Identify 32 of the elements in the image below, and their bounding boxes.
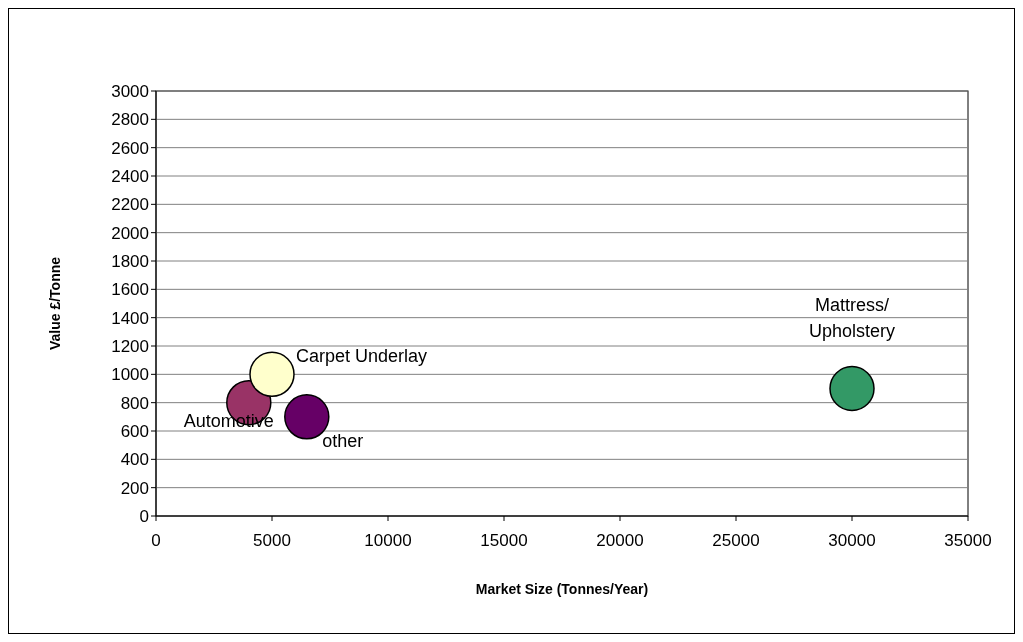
y-tick-label: 200 [120,478,149,498]
y-tick-label: 1000 [111,365,149,385]
point [829,365,875,412]
y-tick-label: 2800 [111,110,149,130]
y-tick-label: 400 [120,450,149,470]
y-tick-label: 1600 [111,280,149,300]
x-tick-label: 20000 [596,531,644,550]
x-tick-label: 10000 [364,531,412,550]
y-tick-label: 800 [120,393,149,413]
y-tick-label: 1800 [111,251,149,271]
y-tick-label: 0 [139,506,149,526]
y-tick-label: 2400 [111,166,149,186]
x-tick-label: 25000 [712,531,760,550]
x-tick-label: 15000 [480,531,528,550]
y-tick-label: 1400 [111,308,149,328]
point [249,351,295,398]
y-tick-label: 3000 [111,81,149,101]
x-tick-label: 0 [151,531,161,550]
text: Mattress/ Upholstery [808,294,896,341]
series-label: Carpet Underlay [296,346,428,367]
x-axis-title: Market Size (Tonnes/Year) [475,581,649,597]
y-tick-label: 1200 [111,336,149,356]
y-tick-label: 2000 [111,223,149,243]
series-label: other [322,430,364,451]
x-tick-label: 30000 [828,531,876,550]
y-tick-label: 2600 [111,138,149,158]
x-tick-label: 5000 [253,531,291,550]
y-tick-label: 600 [120,421,149,441]
y-axis-title: Value £/Tonne [47,256,63,351]
series-label: Automotive [183,410,274,431]
y-tick-label: 2200 [111,195,149,215]
x-tick-label: 35000 [944,531,992,550]
